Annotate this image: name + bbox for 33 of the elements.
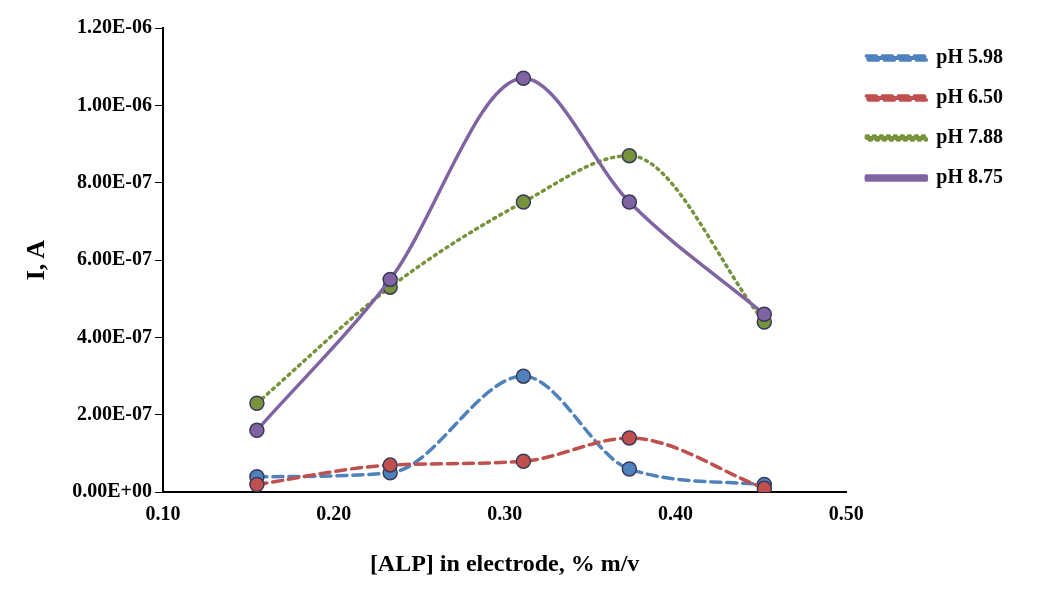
y-tick-label: 6.00E-07 xyxy=(76,247,152,270)
point xyxy=(515,70,532,87)
y-tick-label: 4.00E-07 xyxy=(76,324,152,347)
legend-label: pH 5.98 xyxy=(936,45,1004,69)
y-tick-label: 8.00E-07 xyxy=(76,169,152,192)
point xyxy=(621,461,638,477)
y-tick-label: 1.00E-06 xyxy=(76,92,152,115)
point xyxy=(621,194,638,210)
y-tick-label: 0.00E+00 xyxy=(72,479,152,502)
legend-label: pH 6.50 xyxy=(936,85,1004,109)
point xyxy=(621,430,638,446)
x-tick-label: 0.40 xyxy=(657,502,693,525)
point xyxy=(756,306,773,323)
point xyxy=(621,147,638,164)
legend-label: pH 7.88 xyxy=(936,125,1004,149)
point xyxy=(515,453,532,469)
y-tick-label: 1.20E-06 xyxy=(76,15,152,38)
point xyxy=(515,368,532,384)
x-tick-label: 0.20 xyxy=(316,502,352,525)
point xyxy=(249,476,265,493)
x-tick-label: 0.10 xyxy=(145,502,181,525)
point xyxy=(382,271,398,288)
x-tick-label: 0.50 xyxy=(828,502,864,525)
point xyxy=(249,395,265,411)
y-axis-title: I, A xyxy=(21,239,51,281)
x-axis-title: [ALP] in electrode, % m/v xyxy=(369,549,640,576)
x-tick-label: 0.30 xyxy=(487,502,523,525)
point xyxy=(756,480,773,493)
legend-label: pH 8.75 xyxy=(936,165,1004,189)
point xyxy=(249,422,265,439)
point xyxy=(515,194,532,210)
y-tick-label: 2.00E-07 xyxy=(76,402,152,425)
point xyxy=(382,457,398,473)
